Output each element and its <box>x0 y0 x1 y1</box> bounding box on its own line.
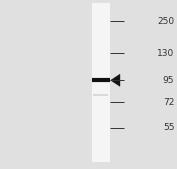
Text: 55: 55 <box>163 123 174 132</box>
Text: 250: 250 <box>157 17 174 26</box>
Text: 130: 130 <box>157 49 174 58</box>
Polygon shape <box>111 74 120 86</box>
Text: 72: 72 <box>163 98 174 107</box>
Text: 95: 95 <box>163 76 174 85</box>
FancyBboxPatch shape <box>92 3 110 162</box>
